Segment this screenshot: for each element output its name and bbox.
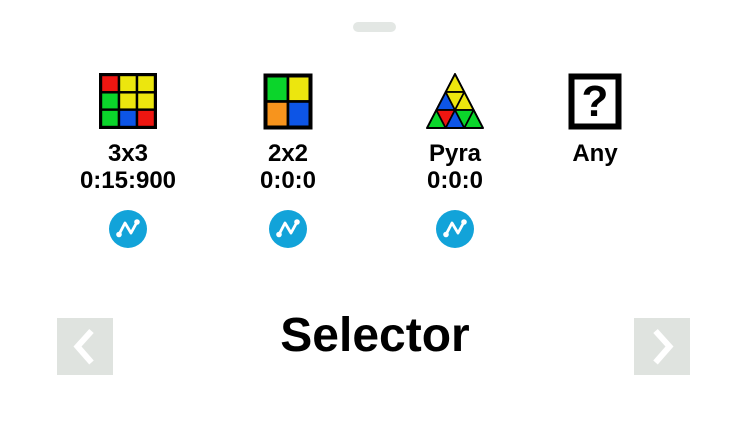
next-arrow-button[interactable]: [634, 318, 690, 375]
puzzle-best-time: 0:15:900: [79, 167, 177, 194]
pyraminx-svg: [426, 73, 484, 129]
cube-3x3-icon[interactable]: [68, 70, 188, 132]
puzzle-name: Any: [572, 140, 618, 167]
cube-3x3-svg: [99, 73, 157, 129]
line-chart-icon: [269, 210, 307, 248]
puzzle-column-2x2[interactable]: 2x2 0:0:0: [228, 70, 348, 248]
cube-2x2-svg: [263, 73, 313, 129]
stats-button-3x3[interactable]: [68, 210, 188, 248]
stats-button-pyraminx[interactable]: [395, 210, 515, 248]
puzzle-best-time: 0:0:0: [259, 167, 317, 194]
line-chart-icon: [109, 210, 147, 248]
question-mark-svg: ?: [568, 73, 622, 129]
puzzle-name: Pyra: [428, 140, 482, 167]
line-chart-icon: [436, 210, 474, 248]
chevron-left-icon: [73, 328, 94, 365]
cube-2x2-icon[interactable]: [228, 70, 348, 132]
puzzle-column-3x3[interactable]: 3x3 0:15:900: [68, 70, 188, 248]
question-mark-icon[interactable]: ?: [535, 70, 655, 132]
prev-arrow-button[interactable]: [57, 318, 113, 375]
svg-text:?: ?: [582, 77, 609, 126]
pyraminx-icon[interactable]: [395, 70, 515, 132]
sheet-drag-handle[interactable]: [353, 22, 396, 32]
puzzle-name: 2x2: [267, 140, 309, 167]
puzzle-best-time: [535, 167, 655, 194]
page-title: Selector: [280, 309, 470, 362]
chevron-right-icon: [653, 328, 674, 365]
puzzle-name: 3x3: [107, 140, 149, 167]
puzzle-column-pyraminx[interactable]: Pyra 0:0:0: [395, 70, 515, 248]
puzzle-best-time: 0:0:0: [426, 167, 484, 194]
stats-button-2x2[interactable]: [228, 210, 348, 248]
puzzle-column-any[interactable]: ? Any: [535, 70, 655, 194]
